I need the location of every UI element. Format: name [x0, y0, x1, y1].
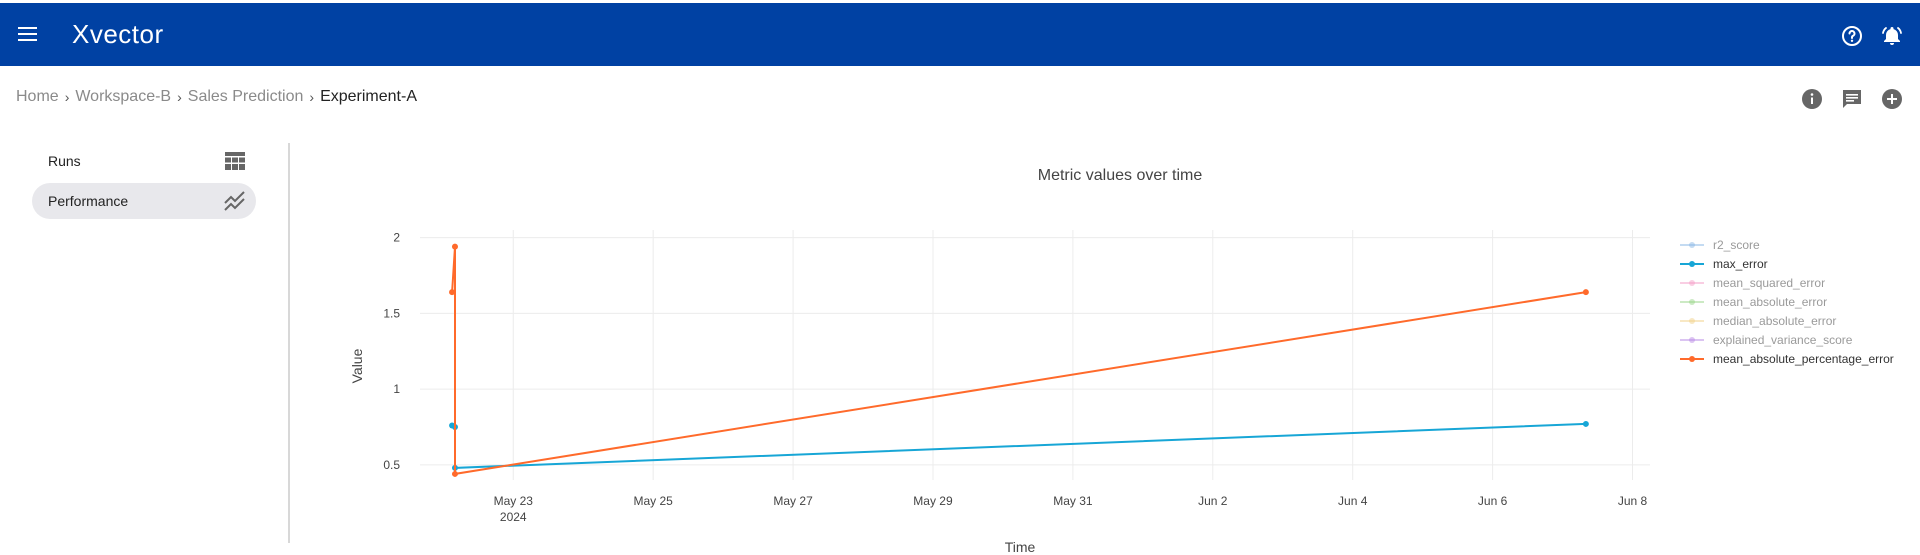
chart-title: Metric values over time: [1038, 167, 1203, 184]
sidebar-item-performance[interactable]: Performance: [32, 183, 256, 219]
x-tick-sublabel: 2024: [500, 510, 527, 524]
sidebar-item-label: Performance: [48, 193, 129, 209]
y-tick-label: 1.5: [383, 306, 400, 320]
chevron-right-icon: ›: [177, 89, 182, 105]
sidebar-item-runs[interactable]: Runs: [32, 143, 256, 179]
series-line-max-error: [451, 422, 1586, 469]
x-tick-label: May 23: [494, 494, 534, 508]
top-app-bar: Xvector: [0, 3, 1920, 66]
legend-item-explained-variance-score[interactable]: explained_variance_score: [1680, 333, 1853, 347]
legend-item-r2-score[interactable]: r2_score: [1680, 238, 1760, 252]
legend-marker: [1689, 242, 1695, 248]
x-tick-label: Jun 6: [1478, 494, 1508, 508]
series-line-mean-absolute-percentage-error: [451, 246, 1587, 476]
x-tick-label: Jun 4: [1338, 494, 1368, 508]
legend-marker: [1689, 318, 1695, 324]
info-icon[interactable]: [1801, 88, 1823, 110]
legend-item-median-absolute-error[interactable]: median_absolute_error: [1680, 314, 1836, 328]
y-tick-label: 2: [393, 231, 400, 245]
table-icon: [225, 152, 245, 170]
legend-item-mean-absolute-percentage-error[interactable]: mean_absolute_percentage_error: [1680, 352, 1894, 366]
legend-label: max_error: [1713, 257, 1768, 271]
legend-marker: [1689, 356, 1695, 362]
menu-icon[interactable]: [16, 23, 40, 47]
sidebar: Runs Performance: [32, 143, 256, 223]
help-circle-icon[interactable]: [1840, 24, 1864, 48]
legend-label: median_absolute_error: [1713, 314, 1836, 328]
breadcrumb: Home › Workspace-B › Sales Prediction › …: [16, 88, 417, 106]
x-tick-label: May 31: [1053, 494, 1093, 508]
chart-line-icon: [224, 191, 245, 211]
data-point: [1582, 420, 1589, 427]
legend-marker: [1689, 280, 1695, 286]
legend-marker: [1689, 261, 1695, 267]
breadcrumb-current: Experiment-A: [320, 88, 417, 105]
legend-label: mean_absolute_error: [1713, 295, 1827, 309]
add-circle-icon[interactable]: [1881, 88, 1903, 110]
legend-label: mean_absolute_percentage_error: [1713, 352, 1894, 366]
legend-item-mean-absolute-error[interactable]: mean_absolute_error: [1680, 295, 1827, 309]
metric-chart: Metric values over time May 23 2024 May 25…: [349, 167, 1894, 555]
app-logo[interactable]: Xvector: [72, 19, 164, 49]
y-tick-label: 0.5: [383, 458, 400, 472]
legend-label: r2_score: [1713, 238, 1760, 252]
legend-label: explained_variance_score: [1713, 333, 1853, 347]
x-tick-label: May 27: [773, 494, 813, 508]
x-tick-label: Jun 8: [1618, 494, 1648, 508]
sidebar-item-label: Runs: [48, 153, 81, 169]
x-tick-label: Jun 2: [1198, 494, 1228, 508]
data-point: [451, 470, 458, 477]
legend-item-max-error[interactable]: max_error: [1680, 257, 1768, 271]
breadcrumb-home[interactable]: Home: [16, 88, 59, 105]
legend-label: mean_squared_error: [1713, 276, 1825, 290]
bell-ring-icon[interactable]: [1880, 24, 1904, 48]
legend-item-mean-squared-error[interactable]: mean_squared_error: [1680, 276, 1825, 290]
chevron-right-icon: ›: [309, 89, 315, 105]
chevron-right-icon: ›: [64, 89, 70, 105]
y-tick-label: 1: [393, 382, 400, 396]
x-axis-label: Time: [1005, 539, 1036, 555]
y-axis-label: Value: [349, 348, 365, 383]
breadcrumb-project[interactable]: Sales Prediction: [187, 88, 304, 105]
legend-marker: [1689, 337, 1695, 343]
x-tick-label: May 29: [913, 494, 953, 508]
breadcrumb-workspace[interactable]: Workspace-B: [75, 88, 172, 105]
legend-marker: [1689, 299, 1695, 305]
data-point: [451, 243, 458, 250]
x-tick-label: May 25: [633, 494, 673, 508]
panel-divider: [288, 143, 290, 543]
data-point: [449, 289, 456, 296]
data-point: [1582, 289, 1589, 296]
comment-icon[interactable]: [1841, 88, 1863, 110]
